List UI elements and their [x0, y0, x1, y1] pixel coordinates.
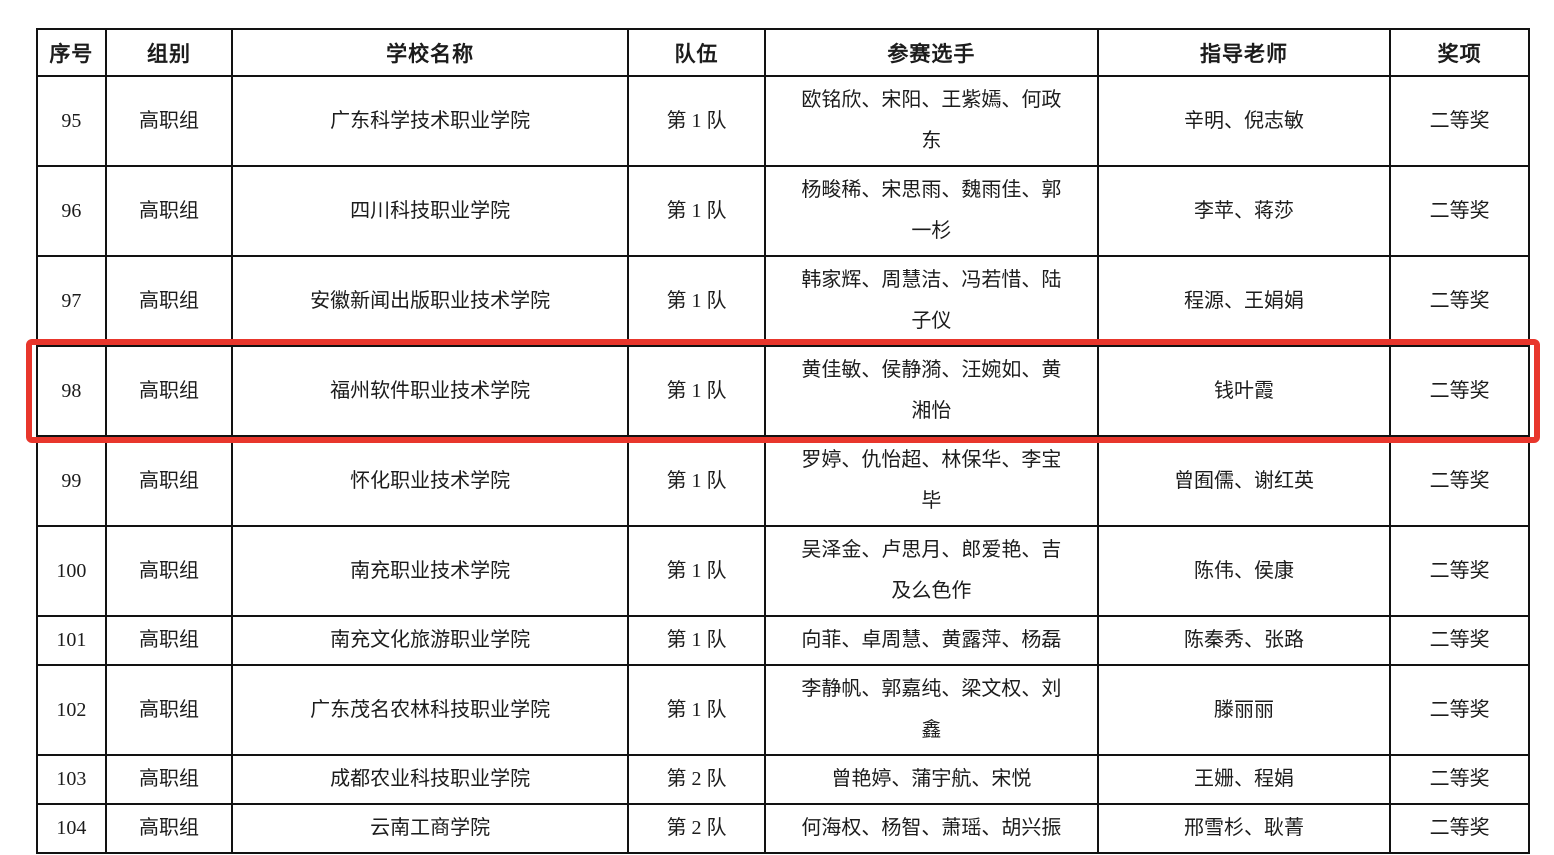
- cell-players: 何海权、杨智、萧瑶、胡兴振: [764, 803, 1099, 854]
- cell-group: 高职组: [104, 615, 234, 666]
- cell-no: 101: [36, 615, 107, 666]
- cell-group: 高职组: [104, 75, 234, 167]
- table-row: 97 高职组 安徽新闻出版职业技术学院第 1 队韩家辉、周慧洁、冯若惜、陆 子仪 程源…: [36, 255, 1530, 347]
- cell-players: 黄佳敏、侯静漪、汪婉如、黄 湘怡: [764, 345, 1099, 437]
- cell-teachers: 邢雪杉、耿菁: [1096, 803, 1392, 854]
- cell-teachers: 陈伟、侯康: [1096, 525, 1392, 617]
- cell-team: 第 1 队: [626, 615, 767, 666]
- table-row: 103 高职组 成都农业科技职业学院第 2 队曾艳婷、蒲宇航、宋悦 王姗、程娟 二等奖: [36, 754, 1530, 805]
- cell-school: 怀化职业技术学院: [231, 435, 629, 527]
- cell-award: 二等奖: [1389, 664, 1530, 756]
- cell-no: 96: [36, 165, 107, 257]
- cell-award: 二等奖: [1389, 803, 1530, 854]
- cell-group: 高职组: [104, 803, 234, 854]
- cell-players: 罗婷、仇怡超、林保华、李宝 毕: [764, 435, 1099, 527]
- cell-award: 二等奖: [1389, 255, 1530, 347]
- cell-players: 杨畯稀、宋思雨、魏雨佳、郭 一杉: [764, 165, 1099, 257]
- cell-teachers: 滕丽丽: [1096, 664, 1392, 756]
- cell-teachers: 程源、王娟娟: [1096, 255, 1392, 347]
- cell-teachers: 王姗、程娟: [1096, 754, 1392, 805]
- cell-team: 第 1 队: [626, 255, 767, 347]
- cell-award: 二等奖: [1389, 525, 1530, 617]
- col-header-team: 队伍: [626, 28, 767, 77]
- cell-group: 高职组: [104, 664, 234, 756]
- cell-players: 曾艳婷、蒲宇航、宋悦: [764, 754, 1099, 805]
- cell-school: 南充职业技术学院: [231, 525, 629, 617]
- table-body: 95 高职组 广东科学技术职业学院第 1 队欧铭欣、宋阳、王紫嫣、何政 东辛明、倪志…: [36, 75, 1530, 854]
- col-header-award: 奖项: [1389, 28, 1530, 77]
- cell-players: 李静帆、郭嘉纯、梁文权、刘 鑫: [764, 664, 1099, 756]
- cell-team: 第 1 队: [626, 525, 767, 617]
- cell-award: 二等奖: [1389, 615, 1530, 666]
- cell-no: 104: [36, 803, 107, 854]
- cell-no: 97: [36, 255, 107, 347]
- cell-school: 南充文化旅游职业学院: [231, 615, 629, 666]
- cell-players: 吴泽金、卢思月、郎爱艳、吉 及么色作: [764, 525, 1099, 617]
- table-row: 104 高职组 云南工商学院第 2 队何海权、杨智、萧瑶、胡兴振 邢雪杉、耿菁 二等奖: [36, 803, 1530, 854]
- cell-school: 广东茂名农林科技职业学院: [231, 664, 629, 756]
- col-header-players: 参赛选手: [764, 28, 1099, 77]
- cell-players: 向菲、卓周慧、黄露萍、杨磊: [764, 615, 1099, 666]
- cell-school: 成都农业科技职业学院: [231, 754, 629, 805]
- table-row: 96 高职组 四川科技职业学院第 1 队杨畯稀、宋思雨、魏雨佳、郭 一杉 李苹、蒋莎二…: [36, 165, 1530, 257]
- table-header: 序号 组别 学校名称 队伍 参赛选手 指导老师 奖项: [36, 28, 1530, 77]
- cell-group: 高职组: [104, 754, 234, 805]
- table-row: 101 高职组 南充文化旅游职业学院第 1 队向菲、卓周慧、黄露萍、杨磊 陈秦秀、张路…: [36, 615, 1530, 666]
- table-row: 102 高职组 广东茂名农林科技职业学院第 1 队李静帆、郭嘉纯、梁文权、刘 鑫滕丽…: [36, 664, 1530, 756]
- table-row: 99 高职组 怀化职业技术学院第 1 队罗婷、仇怡超、林保华、李宝 毕曾囿儒、谢红英…: [36, 435, 1530, 527]
- award-table: 序号 组别 学校名称 队伍 参赛选手 指导老师 奖项 95 高职组 广东科学技术职业…: [36, 28, 1530, 854]
- cell-teachers: 钱叶霞: [1096, 345, 1392, 437]
- cell-award: 二等奖: [1389, 754, 1530, 805]
- cell-players: 韩家辉、周慧洁、冯若惜、陆 子仪: [764, 255, 1099, 347]
- cell-group: 高职组: [104, 525, 234, 617]
- cell-school: 广东科学技术职业学院: [231, 75, 629, 167]
- cell-award: 二等奖: [1389, 75, 1530, 167]
- cell-team: 第 1 队: [626, 165, 767, 257]
- cell-group: 高职组: [104, 345, 234, 437]
- cell-teachers: 辛明、倪志敏: [1096, 75, 1392, 167]
- cell-no: 95: [36, 75, 107, 167]
- cell-award: 二等奖: [1389, 435, 1530, 527]
- cell-school: 安徽新闻出版职业技术学院: [231, 255, 629, 347]
- cell-school: 福州软件职业技术学院: [231, 345, 629, 437]
- col-header-group: 组别: [104, 28, 234, 77]
- header-row: 序号 组别 学校名称 队伍 参赛选手 指导老师 奖项: [36, 28, 1530, 77]
- cell-team: 第 2 队: [626, 803, 767, 854]
- table-row: 95 高职组 广东科学技术职业学院第 1 队欧铭欣、宋阳、王紫嫣、何政 东辛明、倪志…: [36, 75, 1530, 167]
- cell-group: 高职组: [104, 165, 234, 257]
- cell-school: 云南工商学院: [231, 803, 629, 854]
- cell-team: 第 2 队: [626, 754, 767, 805]
- table-row: 98 高职组 福州软件职业技术学院第 1 队黄佳敏、侯静漪、汪婉如、黄 湘怡 钱叶霞二…: [36, 345, 1530, 437]
- cell-teachers: 曾囿儒、谢红英: [1096, 435, 1392, 527]
- col-header-no: 序号: [36, 28, 107, 77]
- cell-no: 102: [36, 664, 107, 756]
- cell-group: 高职组: [104, 255, 234, 347]
- table-row: 100 高职组 南充职业技术学院第 1 队吴泽金、卢思月、郎爱艳、吉 及么色作 陈伟、…: [36, 525, 1530, 617]
- cell-team: 第 1 队: [626, 435, 767, 527]
- cell-players: 欧铭欣、宋阳、王紫嫣、何政 东: [764, 75, 1099, 167]
- cell-no: 98: [36, 345, 107, 437]
- cell-teachers: 李苹、蒋莎: [1096, 165, 1392, 257]
- col-header-school: 学校名称: [231, 28, 629, 77]
- cell-team: 第 1 队: [626, 664, 767, 756]
- cell-no: 99: [36, 435, 107, 527]
- cell-award: 二等奖: [1389, 165, 1530, 257]
- cell-teachers: 陈秦秀、张路: [1096, 615, 1392, 666]
- cell-no: 103: [36, 754, 107, 805]
- cell-team: 第 1 队: [626, 75, 767, 167]
- award-table-container: 序号 组别 学校名称 队伍 参赛选手 指导老师 奖项 95 高职组 广东科学技术职业…: [36, 28, 1530, 854]
- cell-no: 100: [36, 525, 107, 617]
- cell-group: 高职组: [104, 435, 234, 527]
- cell-school: 四川科技职业学院: [231, 165, 629, 257]
- cell-team: 第 1 队: [626, 345, 767, 437]
- cell-award: 二等奖: [1389, 345, 1530, 437]
- col-header-teachers: 指导老师: [1096, 28, 1392, 77]
